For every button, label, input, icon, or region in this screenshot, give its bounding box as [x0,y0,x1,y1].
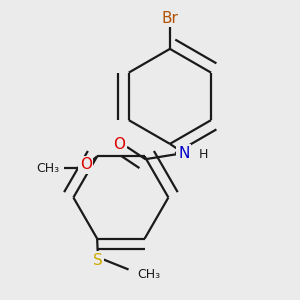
Text: N: N [178,146,189,160]
Text: CH₃: CH₃ [138,268,161,281]
Text: H: H [198,148,208,161]
Text: Br: Br [161,11,178,26]
Text: O: O [113,137,125,152]
Text: CH₃: CH₃ [37,162,60,175]
Text: O: O [80,157,92,172]
Text: S: S [93,253,103,268]
